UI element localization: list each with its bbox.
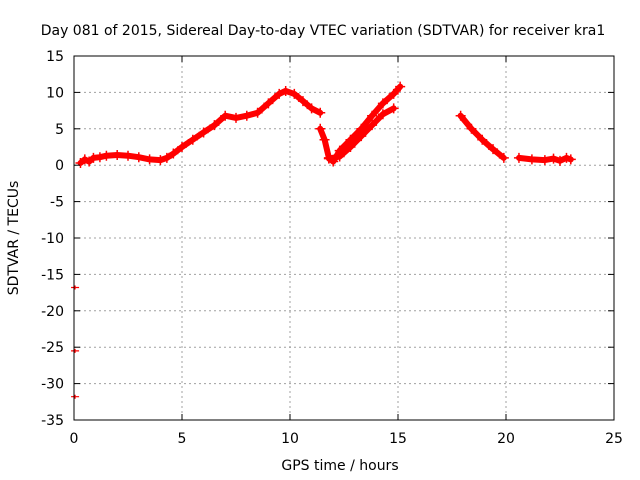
y-tick-label: -20 <box>41 304 64 320</box>
data-point <box>319 134 330 145</box>
data-point <box>315 107 326 118</box>
data-point <box>209 120 220 131</box>
data-point <box>526 154 537 165</box>
x-tick-label: 5 <box>178 431 187 447</box>
y-axis-title: SDTVAR / TECUs <box>6 181 22 296</box>
data-point <box>315 123 326 134</box>
data-layer <box>71 81 576 399</box>
data-point <box>155 155 166 166</box>
data-point <box>488 144 499 155</box>
data-point <box>388 88 399 99</box>
data-point <box>565 154 576 165</box>
data-point <box>367 110 378 121</box>
y-tick-label: -10 <box>41 231 64 247</box>
data-point <box>198 127 209 138</box>
y-tick-label: -15 <box>41 267 64 283</box>
x-tick-label: 15 <box>389 431 407 447</box>
x-tick-label: 0 <box>70 431 79 447</box>
data-point <box>144 154 155 165</box>
axes: 0 5 10 15 20 25 15 10 5 0 -5 -10 -15 -20 -25 -30 -35 <box>41 49 623 447</box>
y-tick-label: -35 <box>41 413 64 429</box>
x-tick-label: 20 <box>497 431 515 447</box>
data-point <box>297 96 308 107</box>
x-tick-label: 10 <box>281 431 299 447</box>
data-point <box>548 153 559 164</box>
data-series-band <box>317 83 404 165</box>
data-point <box>367 120 378 131</box>
grid-lines <box>74 56 614 420</box>
outlier-point <box>71 394 80 399</box>
data-point <box>161 152 172 163</box>
data-point <box>289 88 300 99</box>
x-axis-title: GPS time / hours <box>281 458 398 474</box>
data-point <box>101 150 112 161</box>
data-point <box>377 98 388 109</box>
data-point <box>466 123 477 134</box>
data-point <box>220 110 231 121</box>
data-point <box>168 148 179 159</box>
data-point <box>123 150 133 161</box>
chart-title: Day 081 of 2015, Sidereal Day-to-day VTE… <box>41 23 606 39</box>
data-point <box>133 152 144 163</box>
outlier-point <box>71 348 80 353</box>
y-tick-label: -25 <box>41 340 64 356</box>
data-point <box>388 103 399 114</box>
data-point <box>395 81 406 92</box>
data-point <box>334 151 345 162</box>
data-point <box>377 109 388 120</box>
y-tick-label: 15 <box>46 49 64 65</box>
data-point <box>306 103 317 114</box>
y-tick-label: -30 <box>41 377 64 393</box>
data-point <box>231 112 241 123</box>
outlier-point <box>71 285 80 290</box>
data-point <box>280 85 291 96</box>
data-point <box>252 107 263 118</box>
data-point <box>513 152 524 163</box>
data-point <box>263 98 274 109</box>
y-tick-label: 5 <box>55 122 64 138</box>
data-point <box>187 134 198 145</box>
data-point <box>345 142 356 152</box>
x-tick-label: 25 <box>605 431 623 447</box>
y-tick-label: 10 <box>46 85 64 101</box>
data-point <box>177 142 187 152</box>
data-point <box>498 152 509 163</box>
y-tick-label: -5 <box>50 195 64 211</box>
data-point <box>323 153 334 164</box>
data-point <box>94 152 105 163</box>
data-point <box>539 155 550 166</box>
data-point <box>477 134 488 145</box>
data-point <box>356 131 367 142</box>
data-point <box>274 88 285 99</box>
data-point <box>561 152 572 163</box>
data-point <box>455 110 466 121</box>
data-point <box>241 110 252 121</box>
data-point <box>79 154 90 165</box>
y-tick-label: 0 <box>55 158 64 174</box>
data-point <box>555 155 565 166</box>
data-point <box>112 150 123 161</box>
